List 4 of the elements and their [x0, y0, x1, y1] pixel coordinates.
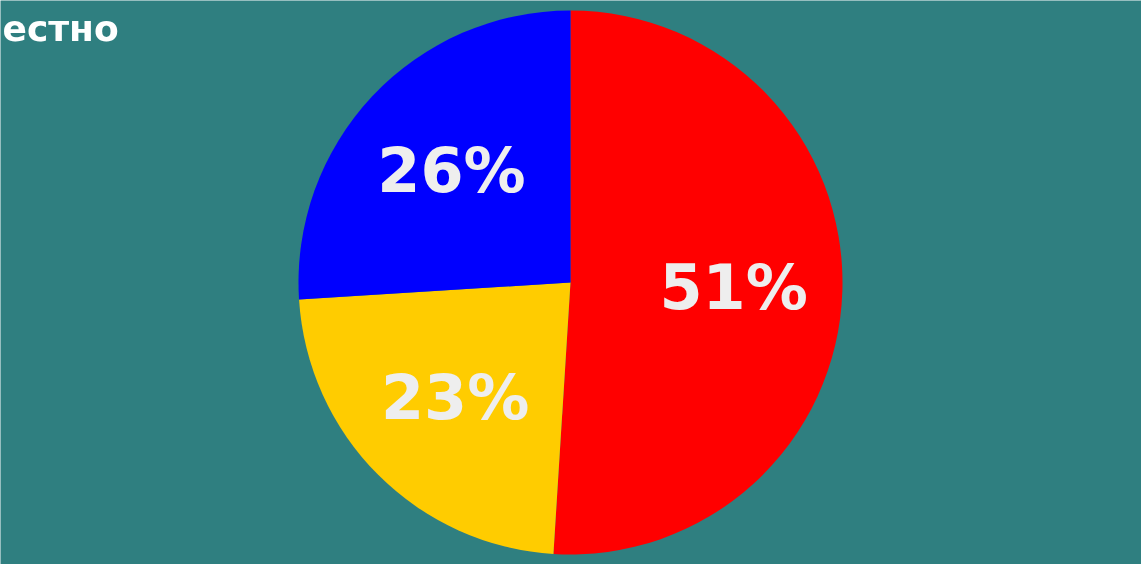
data-label: 26% — [377, 134, 526, 208]
data-label: 51% — [659, 251, 808, 325]
data-label: 23% — [380, 361, 530, 435]
text: естно — [2, 7, 119, 49]
